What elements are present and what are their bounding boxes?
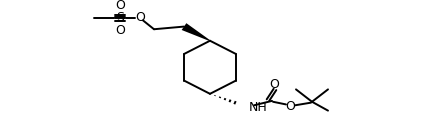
Text: O: O bbox=[285, 100, 295, 113]
Text: S: S bbox=[116, 11, 124, 24]
Text: O: O bbox=[269, 78, 279, 91]
Text: O: O bbox=[115, 24, 125, 37]
Text: O: O bbox=[115, 0, 125, 12]
Polygon shape bbox=[181, 23, 210, 41]
Text: O: O bbox=[135, 11, 145, 24]
Text: NH: NH bbox=[249, 101, 268, 114]
